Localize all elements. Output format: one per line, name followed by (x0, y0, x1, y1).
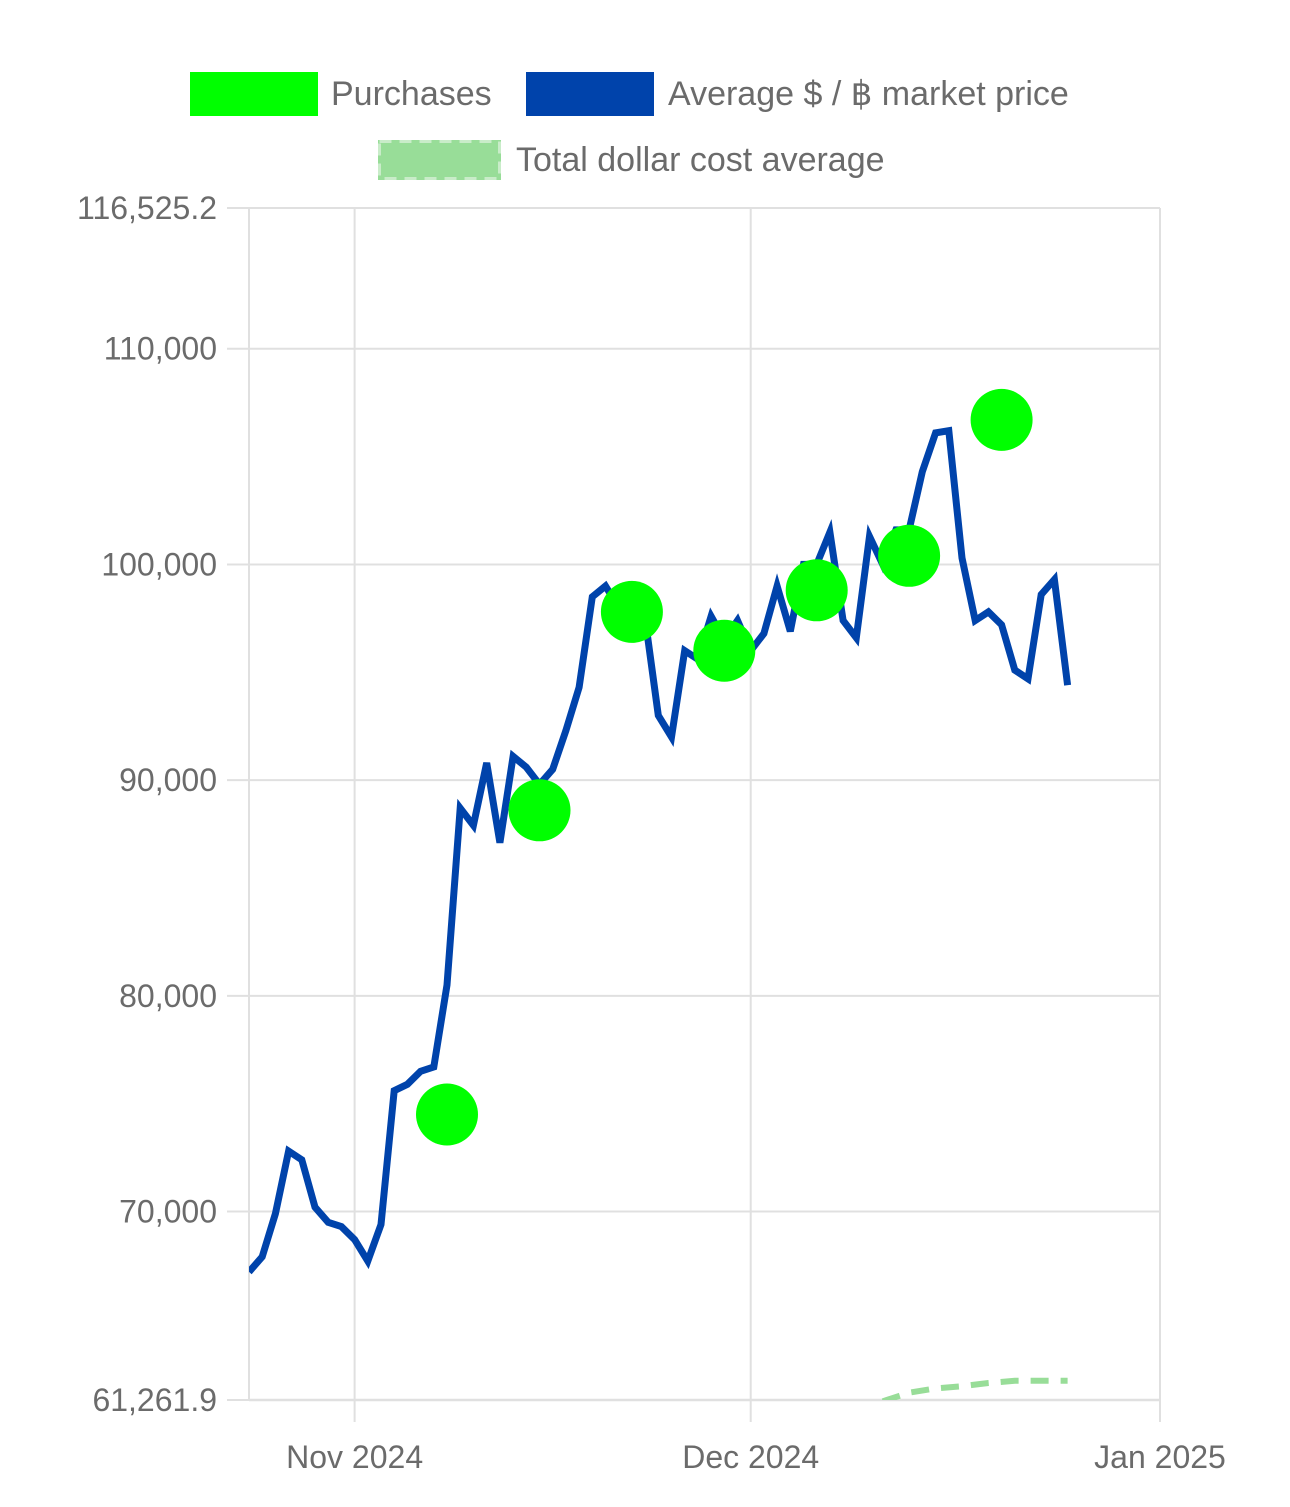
series (249, 388, 1072, 1400)
legend: Purchases Average $ / ฿ market price Total… (190, 72, 1069, 180)
legend-swatch-dca (378, 140, 501, 180)
purchase-point (600, 580, 663, 643)
y-tick-label: 110,000 (104, 331, 217, 367)
axes: 61,261.9 70,000 80,000 90,000 100,000 110,000… (77, 190, 1226, 1475)
legend-item-dca: Total dollar cost average (378, 140, 885, 180)
purchase-point (508, 779, 571, 842)
y-tick-label: 90,000 (119, 762, 217, 798)
y-tick-label: 80,000 (119, 978, 217, 1014)
x-tick-label: Nov 2024 (286, 1439, 423, 1475)
y-tick-label: 70,000 (119, 1194, 217, 1230)
purchase-point (970, 388, 1033, 451)
legend-label-dca: Total dollar cost average (516, 141, 885, 179)
legend-swatch-market (526, 72, 654, 116)
legend-item-purchases: Purchases (190, 72, 492, 116)
purchase-point (416, 1083, 478, 1146)
legend-swatch-border-dca (378, 140, 501, 180)
purchase-point (693, 619, 756, 682)
legend-swatch-purchases (190, 72, 318, 116)
legend-label-market: Average $ / ฿ market price (668, 75, 1069, 113)
x-tick-label: Dec 2024 (682, 1439, 819, 1475)
y-tick-label: 100,000 (101, 546, 217, 582)
y-tick-label: 116,525.2 (77, 190, 217, 226)
legend-label-purchases: Purchases (331, 75, 492, 113)
x-tick-label: Jan 2025 (1094, 1439, 1226, 1475)
dca-series-line (881, 1377, 1068, 1400)
y-tick-label: 61,261.9 (92, 1382, 217, 1418)
purchase-point (878, 524, 941, 587)
market-price-line (249, 426, 1072, 1275)
purchase-point (785, 559, 848, 622)
legend-item-market: Average $ / ฿ market price (526, 72, 1069, 116)
grid (248, 207, 1161, 1402)
